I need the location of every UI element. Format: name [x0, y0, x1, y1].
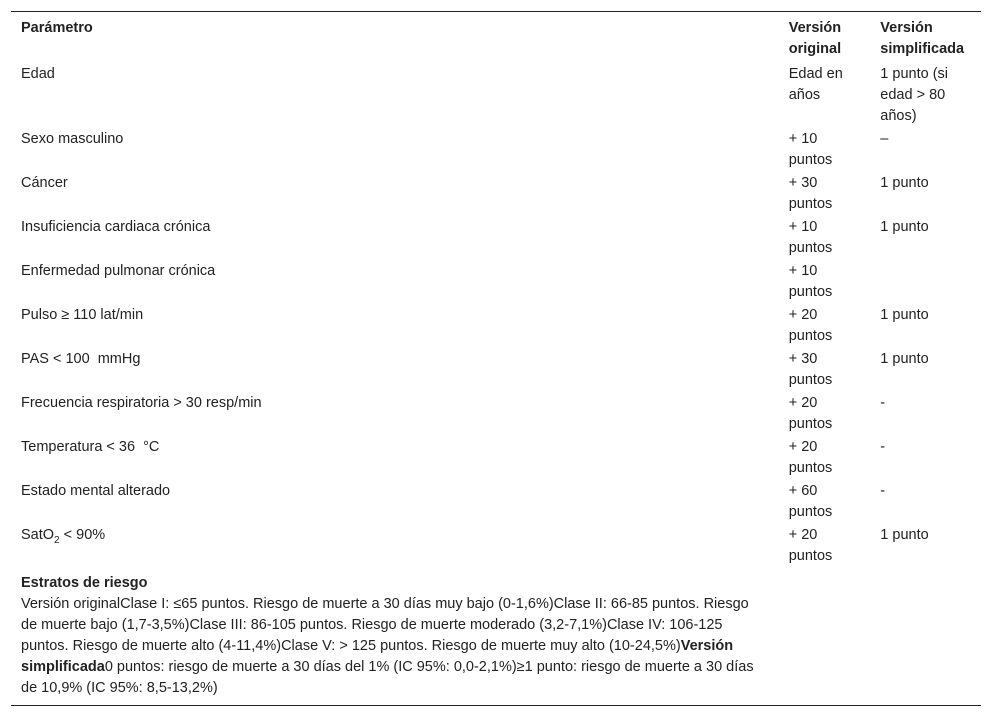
risk-strata-simplified-label: Versión simplificada: [21, 638, 734, 675]
risk-score-table: Parámetro Versión original Versión simpl…: [11, 11, 981, 706]
param-cell: Sexo masculino: [21, 131, 124, 147]
original-cell: + 60 puntos: [788, 483, 833, 520]
empty-cell: [870, 568, 981, 706]
param-cell: SatO2 < 90%: [11, 524, 779, 568]
table-row: Estado mental alterado + 60 puntos -: [11, 480, 981, 524]
table-row: Frecuencia respiratoria > 30 resp/min + 2…: [11, 392, 981, 436]
param-text: SatO: [21, 527, 55, 543]
simplified-cell: 1 punto: [880, 175, 929, 191]
original-cell: + 20 puntos: [788, 439, 833, 476]
header-parameter: Parámetro: [21, 20, 93, 36]
simplified-cell: 1 punto: [880, 307, 929, 323]
param-cell: PAS < 100 mmHg: [21, 351, 141, 367]
empty-cell: [779, 568, 871, 706]
table-row: SatO2 < 90% + 20 puntos 1 punto: [11, 524, 981, 568]
simplified-cell: -: [880, 439, 886, 455]
simplified-cell: 1 punto (si edad > 80 años): [880, 66, 949, 124]
simplified-cell: –: [880, 131, 889, 147]
original-cell: Edad en años: [788, 66, 843, 103]
risk-strata-title: Estratos de riesgo: [21, 575, 148, 591]
param-cell: Edad: [21, 66, 55, 82]
table-row: Insuficiencia cardiaca crónica + 10 punto…: [11, 216, 981, 260]
risk-strata-cell: Estratos de riesgo Versión originalClase…: [11, 568, 779, 706]
original-cell: + 10 puntos: [788, 263, 833, 300]
risk-strata-simplified: 0 puntos: riesgo de muerte a 30 días del…: [21, 659, 754, 696]
param-subscript: 2: [54, 534, 60, 546]
simplified-cell: 1 punto: [880, 527, 929, 543]
table-row: Enfermedad pulmonar crónica + 10 puntos: [11, 260, 981, 304]
original-cell: + 20 puntos: [788, 527, 833, 564]
original-cell: + 20 puntos: [788, 395, 833, 432]
simplified-cell: -: [880, 483, 886, 499]
simplified-cell: 1 punto: [880, 219, 929, 235]
table-row: Edad Edad en años 1 punto (si edad > 80 añ…: [11, 63, 981, 128]
header-row: Parámetro Versión original Versión simpl…: [11, 12, 981, 64]
param-cell: Pulso ≥ 110 lat/min: [21, 307, 144, 323]
original-cell: + 30 puntos: [788, 175, 833, 212]
param-text: < 90%: [59, 527, 106, 543]
table-row: Sexo masculino + 10 puntos –: [11, 128, 981, 172]
simplified-cell: [870, 260, 981, 304]
param-cell: Cáncer: [21, 175, 68, 191]
original-cell: + 10 puntos: [788, 131, 833, 168]
table-row: PAS < 100 mmHg + 30 puntos 1 punto: [11, 348, 981, 392]
param-cell: Insuficiencia cardiaca crónica: [21, 219, 211, 235]
risk-strata-original: Versión originalClase I: ≤65 puntos. Rie…: [21, 596, 749, 654]
param-cell: Temperatura < 36 °C: [21, 439, 160, 455]
original-cell: + 20 puntos: [788, 307, 833, 344]
footer-row: Estratos de riesgo Versión originalClase…: [11, 568, 981, 706]
header-original: Versión original: [788, 20, 842, 57]
header-simplified: Versión simplificada: [880, 20, 965, 57]
param-cell: Estado mental alterado: [21, 483, 171, 499]
param-cell: Frecuencia respiratoria > 30 resp/min: [21, 395, 262, 411]
table-row: Cáncer + 30 puntos 1 punto: [11, 172, 981, 216]
simplified-cell: 1 punto: [880, 351, 929, 367]
table-row: Temperatura < 36 °C + 20 puntos -: [11, 436, 981, 480]
original-cell: + 10 puntos: [788, 219, 833, 256]
simplified-cell: -: [880, 395, 886, 411]
original-cell: + 30 puntos: [788, 351, 833, 388]
table-row: Pulso ≥ 110 lat/min + 20 puntos 1 punto: [11, 304, 981, 348]
param-cell: Enfermedad pulmonar crónica: [21, 263, 216, 279]
